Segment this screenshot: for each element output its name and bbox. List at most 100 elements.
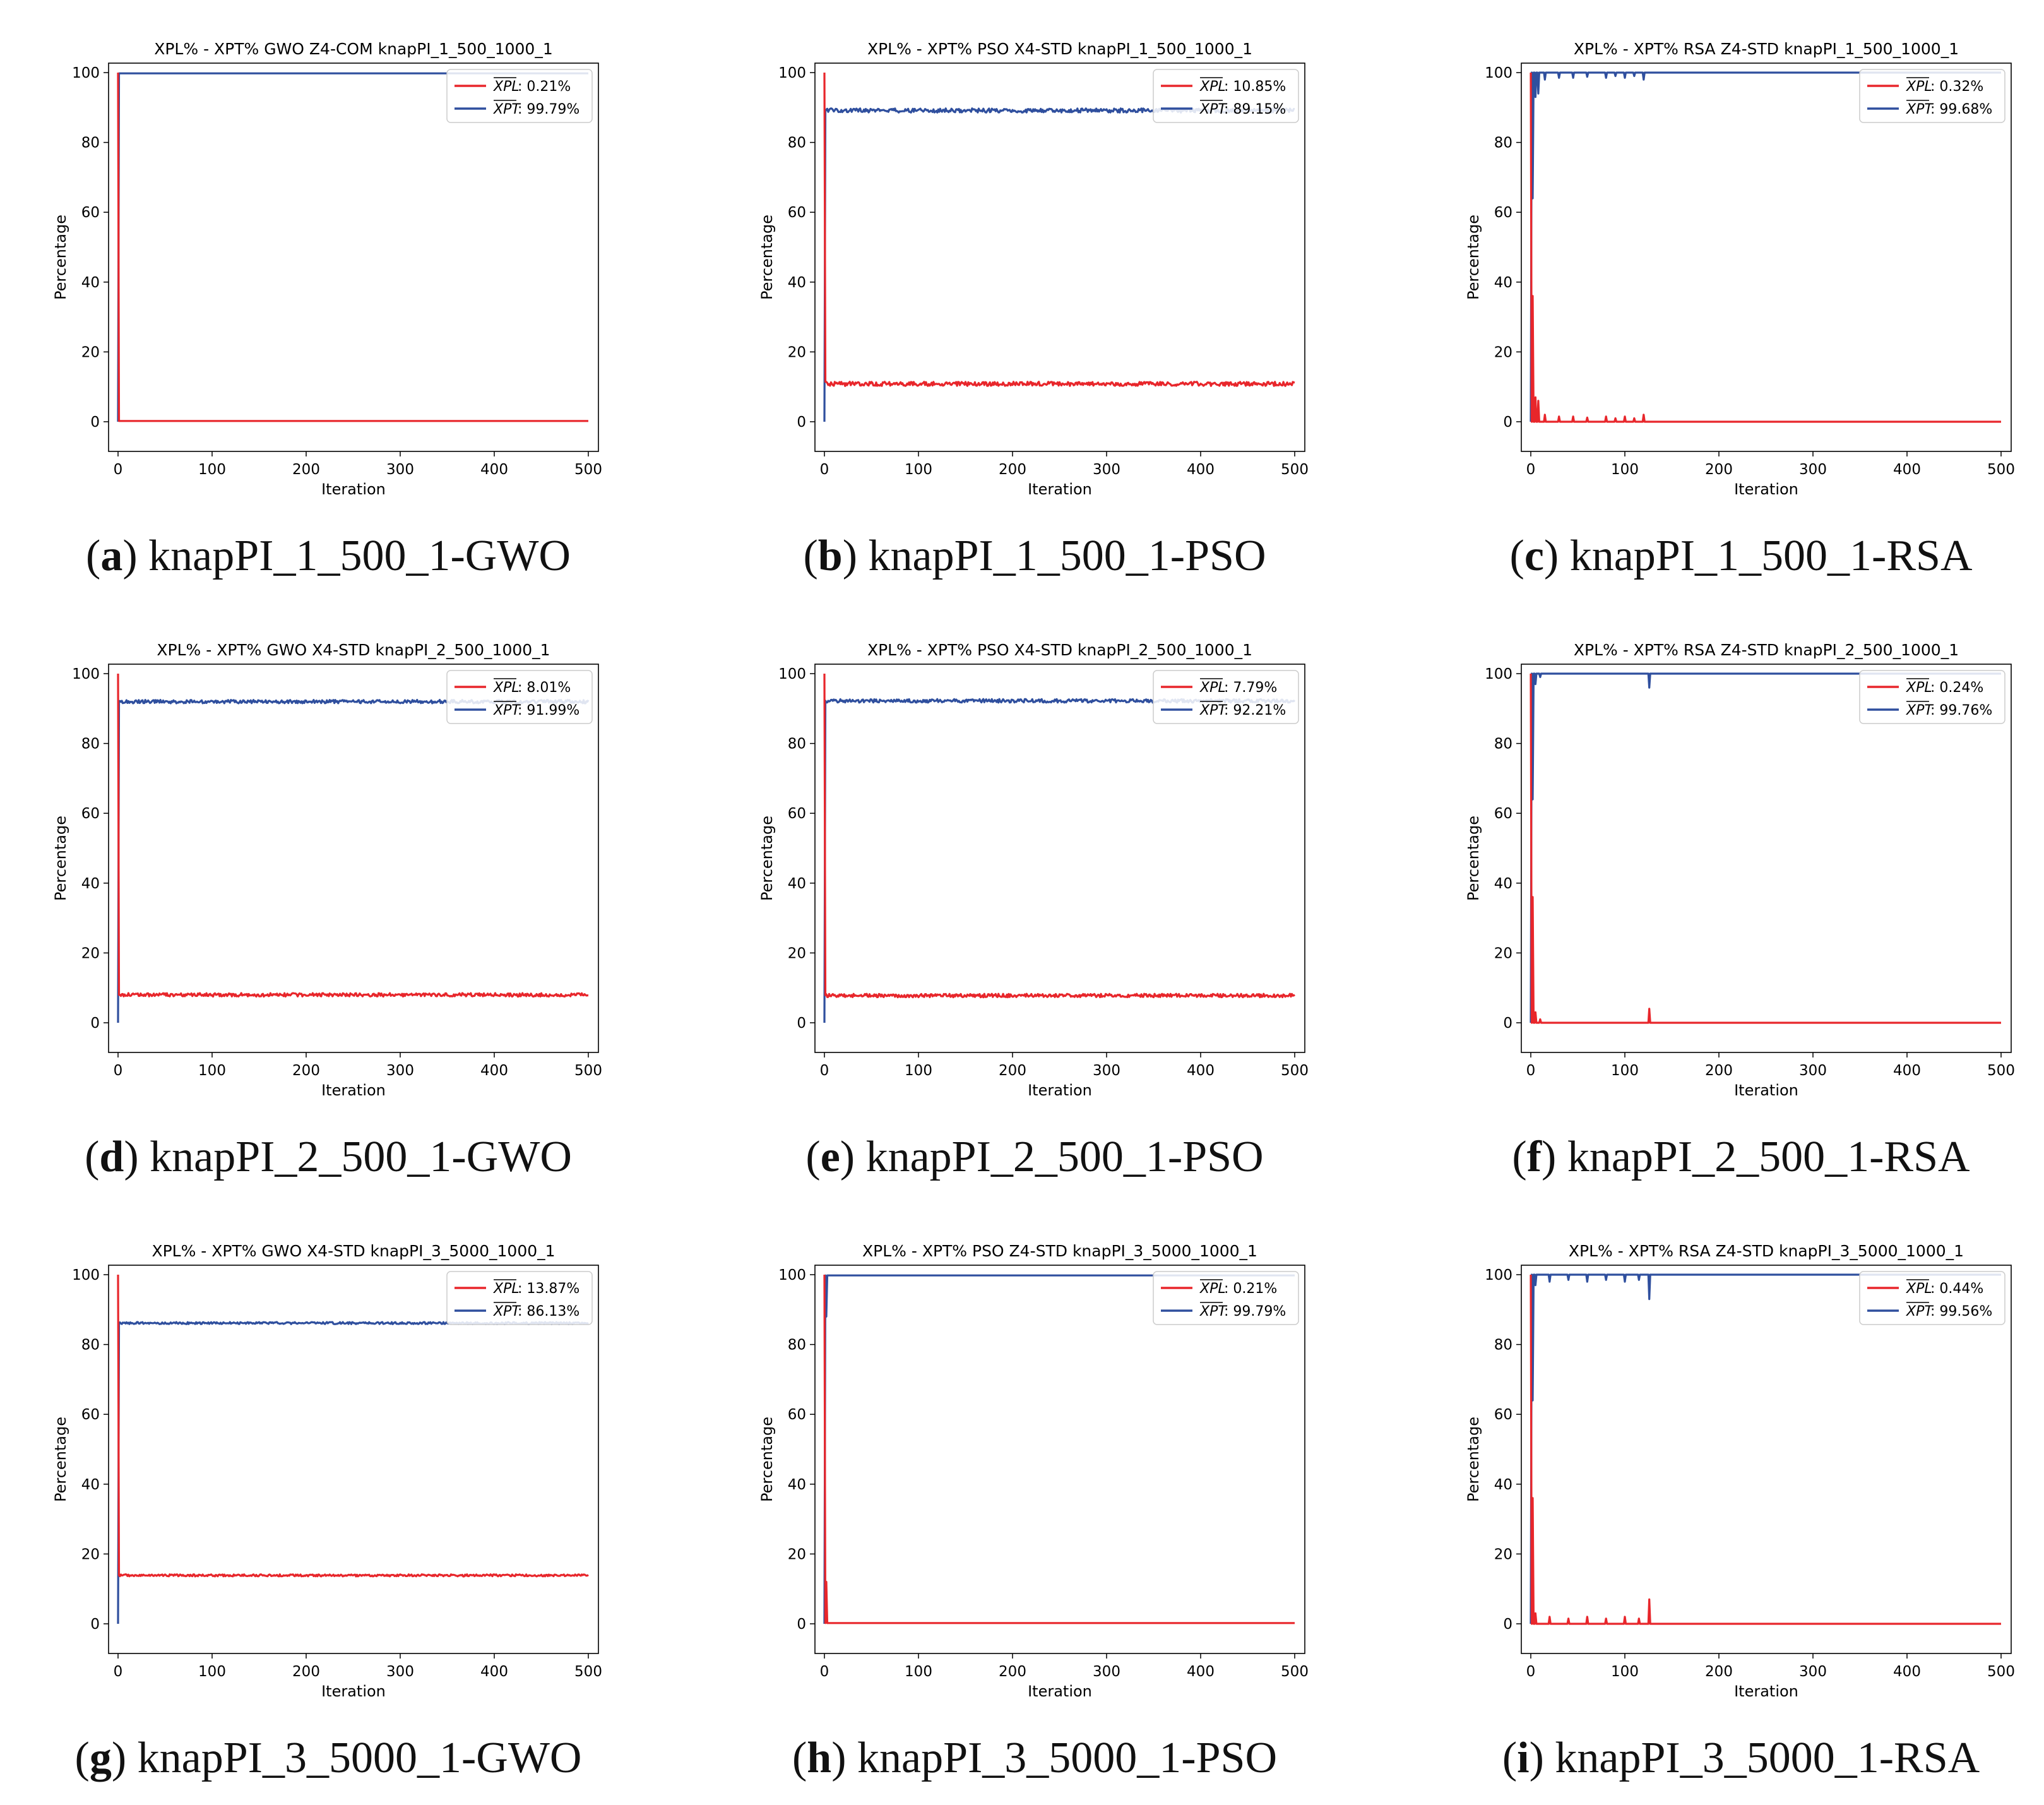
y-tick-label: 0	[1503, 1015, 1512, 1032]
x-tick-label: 400	[480, 1063, 508, 1079]
chart-title: XPL% - XPT% GWO X4-STD knapPI_2_500_1000…	[157, 641, 550, 659]
chart-title: XPL% - XPT% GWO Z4-COM knapPI_1_500_1000…	[154, 40, 553, 58]
y-tick-label: 40	[1494, 275, 1512, 291]
subfigure-caption: (f) knapPI_2_500_1-RSA	[1512, 1133, 1970, 1181]
series-line-xpl	[823, 673, 1295, 999]
y-tick-label: 100	[72, 65, 100, 81]
chart-title: XPL% - XPT% RSA Z4-STD knapPI_3_5000_100…	[1569, 1242, 1964, 1260]
y-tick-label: 0	[90, 414, 100, 431]
legend-value-xpl: : 0.32%	[1930, 79, 1983, 95]
y-axis-label: Percentage	[52, 816, 69, 901]
legend-name-xpl: XPL	[1906, 79, 1932, 95]
y-axis-label: Percentage	[52, 1417, 69, 1502]
chart-panel-f: XPL% - XPT% RSA Z4-STD knapPI_2_500_1000…	[1465, 641, 2015, 1181]
chart-panel-b: XPL% - XPT% PSO X4-STD knapPI_1_500_1000…	[758, 40, 1309, 580]
x-tick-label: 0	[114, 462, 123, 478]
x-axis-label: Iteration	[1734, 1081, 1798, 1099]
legend-name-xpt: XPT	[493, 703, 521, 718]
series-line-xpl	[117, 673, 589, 998]
x-tick-label: 300	[1799, 1664, 1827, 1680]
x-tick-label: 400	[1893, 1063, 1921, 1079]
y-tick-label: 20	[1494, 945, 1512, 962]
x-tick-label: 300	[386, 1063, 414, 1079]
legend-value-xpt: : 99.79%	[518, 102, 579, 117]
legend-name-xpt: XPT	[1199, 102, 1227, 117]
series-line-xpt	[117, 72, 589, 422]
y-tick-label: 60	[81, 1407, 100, 1423]
y-tick-label: 80	[788, 736, 806, 753]
x-tick-label: 0	[820, 1063, 829, 1079]
x-tick-label: 400	[480, 1664, 508, 1680]
x-axis-label: Iteration	[321, 1683, 386, 1700]
chart-panel-i: XPL% - XPT% RSA Z4-STD knapPI_3_5000_100…	[1465, 1242, 2015, 1782]
y-tick-label: 40	[81, 1477, 100, 1493]
y-axis-label: Percentage	[52, 215, 69, 300]
subfigure-caption: (c) knapPI_1_500_1-RSA	[1510, 532, 1973, 580]
caption-letter: c	[1524, 532, 1544, 580]
subfigure-caption: (i) knapPI_3_5000_1-RSA	[1502, 1734, 1980, 1782]
y-tick-label: 40	[788, 275, 806, 291]
series-line-xpl	[117, 72, 589, 422]
y-tick-label: 100	[778, 1267, 806, 1284]
y-tick-label: 60	[1494, 806, 1512, 822]
y-tick-label: 80	[788, 1337, 806, 1354]
legend-name-xpl: XPL	[493, 680, 520, 696]
y-tick-label: 80	[1494, 736, 1512, 753]
x-tick-label: 300	[1799, 1063, 1827, 1079]
x-tick-label: 200	[292, 1664, 320, 1680]
x-axis-label: Iteration	[1734, 480, 1798, 498]
subfigure-caption: (a) knapPI_1_500_1-GWO	[86, 532, 571, 580]
caption-text: knapPI_1_500_1-RSA	[1570, 532, 1973, 580]
x-tick-label: 300	[1093, 1664, 1120, 1680]
x-tick-label: 300	[386, 1664, 414, 1680]
y-axis-label: Percentage	[1465, 1417, 1482, 1502]
x-tick-label: 500	[1987, 462, 2015, 478]
chart-title: XPL% - XPT% PSO X4-STD knapPI_2_500_1000…	[867, 641, 1252, 659]
x-tick-label: 500	[1987, 1063, 2015, 1079]
legend-name-xpl: XPL	[1906, 680, 1932, 696]
series-line-xpl	[823, 1274, 1295, 1624]
y-tick-label: 20	[81, 1546, 100, 1563]
caption-letter: g	[90, 1734, 112, 1782]
series-line-xpt	[1530, 1273, 2002, 1624]
subfigure-caption: (g) knapPI_3_5000_1-GWO	[75, 1734, 582, 1782]
y-tick-label: 20	[81, 344, 100, 360]
x-tick-label: 400	[1187, 1063, 1215, 1079]
y-tick-label: 80	[81, 1337, 100, 1354]
y-axis-label: Percentage	[758, 215, 776, 300]
series-line-xpl	[117, 1274, 589, 1578]
x-axis-label: Iteration	[1028, 1081, 1092, 1099]
y-axis-label: Percentage	[1465, 816, 1482, 901]
x-tick-label: 400	[480, 462, 508, 478]
plot-frame	[814, 664, 1305, 1053]
x-tick-label: 400	[1187, 462, 1215, 478]
x-tick-label: 500	[1281, 1063, 1309, 1079]
chart-title: XPL% - XPT% PSO X4-STD knapPI_1_500_1000…	[867, 40, 1252, 58]
y-tick-label: 100	[1485, 666, 1512, 682]
series-line-xpt	[823, 698, 1296, 1023]
legend-value-xpl: : 7.79%	[1224, 680, 1277, 696]
series-line-xpt	[117, 699, 590, 1023]
plot-frame	[1521, 63, 2012, 452]
x-tick-label: 0	[1526, 462, 1536, 478]
y-tick-label: 40	[788, 1477, 806, 1493]
y-tick-label: 100	[1485, 1267, 1512, 1284]
y-tick-label: 80	[81, 135, 100, 152]
x-tick-label: 300	[1093, 462, 1120, 478]
chart-title: XPL% - XPT% GWO X4-STD knapPI_3_5000_100…	[152, 1242, 555, 1260]
legend-value-xpl: : 10.85%	[1224, 79, 1286, 95]
caption-letter: e	[821, 1133, 840, 1181]
caption-letter: d	[99, 1133, 124, 1181]
x-tick-label: 0	[114, 1063, 123, 1079]
y-tick-label: 0	[90, 1616, 100, 1633]
legend-value-xpt: : 99.56%	[1930, 1304, 1992, 1319]
series-line-xpt	[823, 107, 1295, 422]
y-tick-label: 20	[1494, 344, 1512, 360]
legend-name-xpl: XPL	[1199, 1281, 1226, 1297]
caption-text: knapPI_3_5000_1-PSO	[857, 1734, 1277, 1782]
x-tick-label: 200	[292, 462, 320, 478]
chart-panel-c: XPL% - XPT% RSA Z4-STD knapPI_1_500_1000…	[1465, 40, 2015, 580]
caption-letter: b	[818, 532, 843, 580]
x-tick-label: 100	[198, 462, 226, 478]
y-tick-label: 20	[788, 344, 806, 360]
